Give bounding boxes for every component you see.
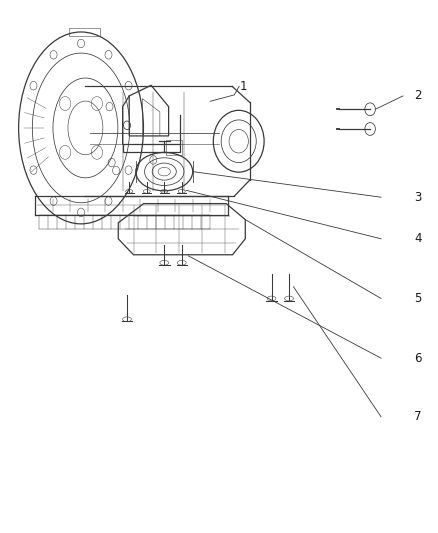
Text: 5: 5 (414, 292, 421, 305)
Text: 6: 6 (414, 352, 421, 365)
Text: 7: 7 (414, 410, 421, 423)
Text: 3: 3 (414, 191, 421, 204)
Text: 1: 1 (240, 80, 247, 93)
Text: 2: 2 (414, 90, 421, 102)
Text: 4: 4 (414, 232, 421, 245)
